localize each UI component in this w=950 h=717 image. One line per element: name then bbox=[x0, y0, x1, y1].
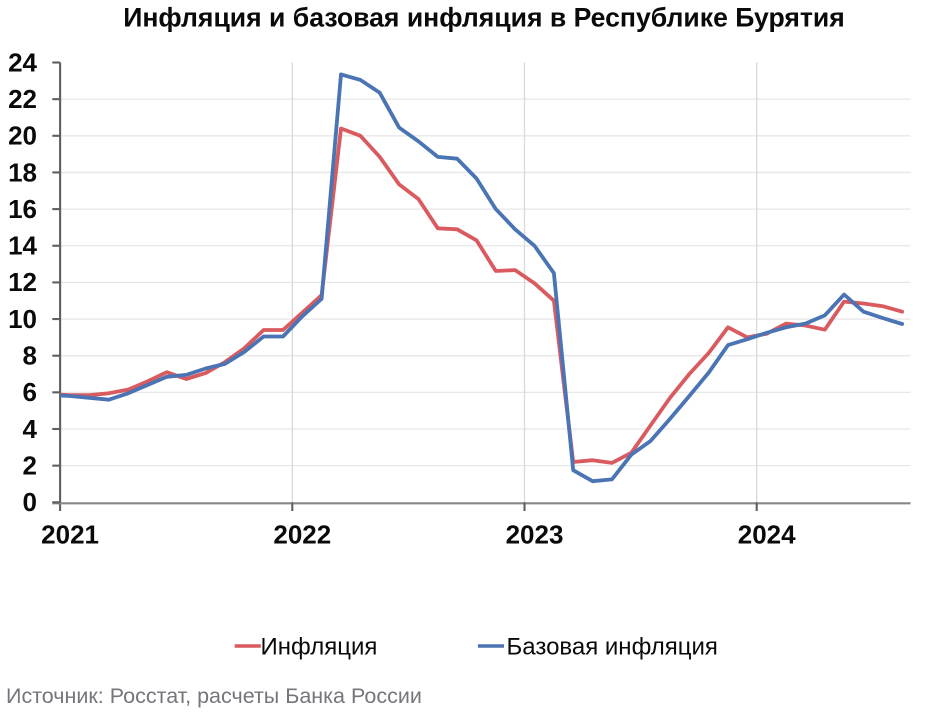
svg-text:Базовая инфляция: Базовая инфляция bbox=[507, 634, 718, 661]
svg-text:2021: 2021 bbox=[41, 520, 99, 550]
svg-text:20: 20 bbox=[8, 121, 37, 151]
svg-text:0: 0 bbox=[23, 487, 37, 517]
svg-text:2024: 2024 bbox=[738, 520, 796, 550]
svg-text:18: 18 bbox=[8, 157, 37, 187]
svg-text:24: 24 bbox=[8, 47, 37, 77]
svg-text:22: 22 bbox=[8, 84, 37, 114]
svg-text:4: 4 bbox=[23, 414, 38, 444]
svg-text:6: 6 bbox=[23, 377, 37, 407]
svg-text:14: 14 bbox=[8, 231, 37, 261]
svg-text:10: 10 bbox=[8, 304, 37, 334]
svg-text:16: 16 bbox=[8, 194, 37, 224]
svg-text:2: 2 bbox=[23, 451, 37, 481]
svg-text:8: 8 bbox=[23, 341, 37, 371]
svg-text:Инфляция: Инфляция bbox=[261, 634, 378, 661]
svg-text:Источник: Росстат, расчеты Бан: Источник: Росстат, расчеты Банка России bbox=[6, 684, 422, 708]
svg-text:2023: 2023 bbox=[506, 520, 564, 550]
svg-text:Инфляция и базовая инфляция в: Инфляция и базовая инфляция в Республике… bbox=[123, 3, 845, 33]
svg-text:2022: 2022 bbox=[273, 520, 331, 550]
svg-text:12: 12 bbox=[8, 267, 37, 297]
